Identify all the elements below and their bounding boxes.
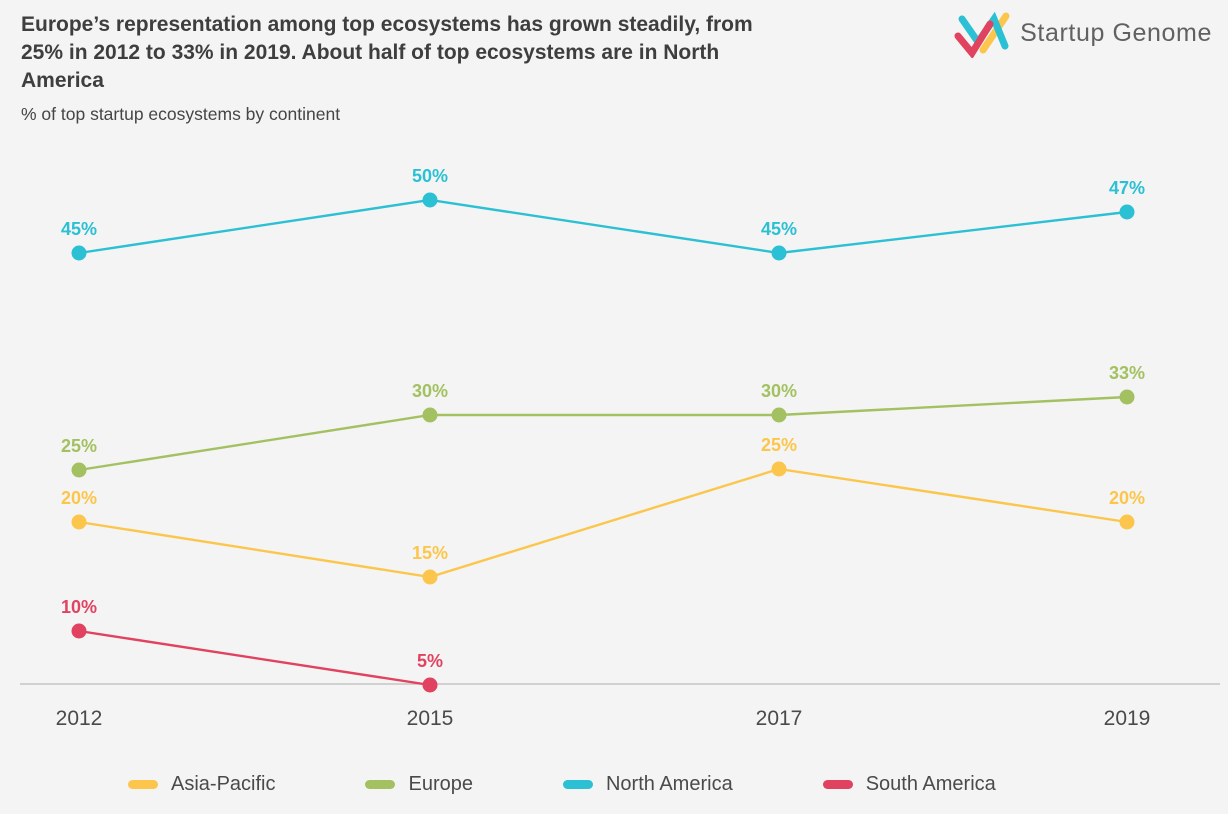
chart-title-line-1: Europe’s representation among top ecosys… xyxy=(21,13,753,36)
south-america-data-label: 5% xyxy=(417,651,443,671)
asia-pacific-data-label: 25% xyxy=(761,435,797,455)
europe-data-label: 30% xyxy=(761,381,797,401)
chart-title-line-3: America xyxy=(21,69,104,92)
asia-pacific-data-label: 15% xyxy=(412,543,448,563)
europe-data-point xyxy=(422,407,438,423)
europe-swatch-icon xyxy=(365,780,396,789)
south-america-swatch-icon xyxy=(822,780,853,789)
europe-data-label: 33% xyxy=(1109,363,1145,383)
startup-genome-logo-icon xyxy=(954,11,1010,58)
asia-pacific-data-label: 20% xyxy=(1109,488,1145,508)
south-america-line xyxy=(78,629,431,687)
asia-pacific-data-label: 20% xyxy=(61,488,97,508)
x-axis-label: 2012 xyxy=(55,707,103,730)
south-america-data-point xyxy=(422,677,438,693)
europe-data-label: 25% xyxy=(61,436,97,456)
europe-line xyxy=(78,395,1128,472)
chart-title-line-2: 25% in 2012 to 33% in 2019. About half o… xyxy=(21,41,720,64)
south-america-data-label: 10% xyxy=(61,597,97,617)
north-america-data-label: 45% xyxy=(61,219,97,239)
north-america-data-point xyxy=(422,192,438,208)
europe-data-point xyxy=(71,462,87,478)
north-america-data-point xyxy=(771,245,787,261)
chart-title: Europe’s representation among top ecosys… xyxy=(21,11,753,95)
startup-genome-logo: Startup Genome xyxy=(953,8,1212,58)
legend-item-north-america: North America xyxy=(562,773,733,796)
x-axis-label: 2015 xyxy=(406,707,454,730)
chart-subtitle: % of top startup ecosystems by continent xyxy=(21,104,341,124)
north-america-swatch-icon xyxy=(562,780,593,789)
north-america-data-label: 45% xyxy=(761,219,797,239)
chart-legend: Asia-Pacific Europe North America South … xyxy=(128,773,996,796)
asia-pacific-data-point xyxy=(71,514,87,530)
legend-label: Asia-Pacific xyxy=(171,773,276,795)
south-america-data-point xyxy=(71,623,87,639)
north-america-data-point xyxy=(1119,204,1135,220)
legend-label: South America xyxy=(865,773,996,795)
legend-label: Europe xyxy=(408,773,473,795)
asia-pacific-data-point xyxy=(422,569,438,585)
europe-data-point xyxy=(771,407,787,423)
north-america-data-point xyxy=(71,245,87,261)
asia-pacific-swatch-icon xyxy=(128,780,158,789)
europe-data-point xyxy=(1119,389,1135,405)
asia-pacific-data-point xyxy=(771,461,787,477)
x-axis-label: 2019 xyxy=(1103,707,1151,730)
europe-data-label: 30% xyxy=(412,381,448,401)
asia-pacific-line xyxy=(78,467,1128,579)
north-america-line xyxy=(78,198,1128,255)
legend-item-asia-pacific: Asia-Pacific xyxy=(128,773,275,796)
asia-pacific-data-point xyxy=(1119,514,1135,530)
legend-label: North America xyxy=(605,773,733,795)
startup-genome-logo-text: Startup Genome xyxy=(1020,18,1212,47)
x-axis-label: 2017 xyxy=(755,707,803,730)
legend-item-south-america: South America xyxy=(822,773,996,796)
legend-item-europe: Europe xyxy=(365,773,473,796)
north-america-data-label: 50% xyxy=(412,166,448,186)
north-america-data-label: 47% xyxy=(1109,178,1145,198)
